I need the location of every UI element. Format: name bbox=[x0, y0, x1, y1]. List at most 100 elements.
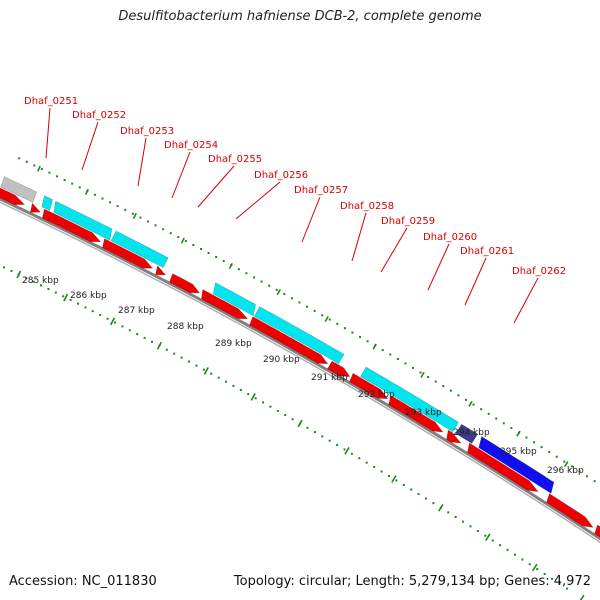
outer-tick-dot bbox=[578, 470, 581, 473]
leader-line bbox=[235, 181, 281, 220]
outer-tick-mark bbox=[372, 343, 377, 350]
outer-tick-dot bbox=[109, 201, 112, 204]
outer-tick-dot bbox=[139, 216, 142, 219]
outer-tick-dot bbox=[192, 243, 195, 246]
leader-line bbox=[81, 121, 99, 171]
inner-tick-dot bbox=[447, 511, 450, 514]
inner-tick-mark bbox=[531, 563, 538, 572]
inner-tick-dot bbox=[54, 291, 57, 294]
reverse-feature bbox=[349, 372, 389, 400]
outer-tick-dot bbox=[321, 314, 324, 317]
inner-tick-dot bbox=[84, 306, 87, 309]
forward-feature bbox=[455, 423, 479, 444]
label-leaders bbox=[45, 107, 539, 324]
inner-tick-dot bbox=[217, 376, 220, 379]
inner-tick-mark bbox=[203, 367, 209, 375]
inner-tick-mark bbox=[391, 475, 397, 483]
outer-tick-dot bbox=[396, 357, 399, 360]
outer-tick-dot bbox=[169, 232, 172, 235]
inner-tick-dot bbox=[513, 553, 516, 556]
inner-tick-dot bbox=[417, 493, 420, 496]
reverse-feature bbox=[155, 265, 167, 276]
reverse-feature bbox=[388, 395, 444, 433]
inner-tick-dot bbox=[432, 502, 435, 505]
outer-tick-mark bbox=[564, 461, 569, 468]
inner-tick-dot bbox=[269, 405, 272, 408]
inner-tick-dot bbox=[328, 439, 331, 442]
inner-tick-dot bbox=[454, 516, 457, 519]
reverse-feature bbox=[201, 289, 249, 320]
backbone-line bbox=[0, 197, 600, 541]
outer-tick-dot bbox=[290, 297, 293, 300]
inner-tick-dot bbox=[491, 539, 494, 542]
outer-tick-dot bbox=[313, 309, 316, 312]
outer-tick-dot bbox=[101, 197, 104, 200]
outer-tick-dot bbox=[328, 318, 331, 321]
outer-tick-mark bbox=[516, 430, 521, 437]
inner-tick-dot bbox=[254, 397, 257, 400]
inner-tick-dot bbox=[387, 474, 390, 477]
inner-tick-dot bbox=[91, 310, 94, 313]
inner-tick-dot bbox=[291, 418, 294, 421]
inner-tick-dot bbox=[565, 587, 568, 590]
tick-label: 292 kbp bbox=[358, 390, 395, 400]
tick-label: 287 kbp bbox=[118, 306, 155, 316]
inner-tick-dot bbox=[202, 368, 205, 371]
outer-tick-dot bbox=[502, 422, 505, 425]
leader-line bbox=[351, 212, 367, 262]
inner-tick-dot bbox=[543, 572, 546, 575]
outer-tick-mark bbox=[180, 237, 185, 244]
outer-tick-dot bbox=[540, 446, 543, 449]
outer-tick-dot bbox=[306, 305, 309, 308]
outer-tick-mark bbox=[132, 212, 137, 219]
leader-line bbox=[380, 227, 408, 273]
outer-tick-mark bbox=[468, 400, 473, 407]
outer-tick-dot bbox=[48, 171, 51, 174]
accession-text: Accession: NC_011830 bbox=[9, 574, 157, 589]
inner-tick-mark bbox=[297, 419, 303, 428]
reverse-feature bbox=[0, 187, 26, 206]
tick-label: 290 kbp bbox=[263, 355, 300, 365]
outer-tick-dot bbox=[275, 288, 278, 291]
outer-tick-dot bbox=[510, 427, 513, 430]
leader-line bbox=[427, 243, 450, 291]
forward-feature bbox=[0, 176, 37, 203]
leader-line bbox=[301, 196, 321, 243]
inner-tick-dot bbox=[284, 414, 287, 417]
inner-tick-dot bbox=[558, 582, 561, 585]
outer-tick-dot bbox=[124, 208, 127, 211]
outer-tick-dot bbox=[154, 224, 157, 227]
inner-tick-dot bbox=[121, 325, 124, 328]
leader-line bbox=[197, 165, 235, 208]
inner-tick-dot bbox=[469, 525, 472, 528]
inner-tick-dot bbox=[506, 548, 509, 551]
inner-tick-dot bbox=[380, 470, 383, 473]
outer-tick-mark bbox=[228, 262, 233, 270]
inner-tick-dot bbox=[25, 277, 28, 280]
inner-tick-mark bbox=[484, 533, 491, 542]
outer-tick-dot bbox=[555, 455, 558, 458]
inner-tick-dot bbox=[239, 388, 242, 391]
outer-tick-dot bbox=[162, 228, 165, 231]
reverse-feature bbox=[327, 360, 351, 377]
outer-tick-dot bbox=[93, 193, 96, 196]
forward-feature bbox=[110, 230, 169, 268]
outer-tick-dot bbox=[351, 331, 354, 334]
outer-tick-dot bbox=[253, 276, 256, 279]
inner-tick-dot bbox=[32, 280, 35, 283]
reverse-feature bbox=[169, 273, 201, 294]
inner-tick-dot bbox=[47, 287, 50, 290]
inner-tick-dot bbox=[373, 466, 376, 469]
inner-tick-dot bbox=[136, 333, 139, 336]
reverse-feature bbox=[467, 442, 539, 492]
gene-labels: Dhaf_0251 Dhaf_0252 Dhaf_0253 Dhaf_0254 Dhaf… bbox=[24, 96, 566, 277]
inner-tick-dot bbox=[62, 295, 65, 298]
outer-tick-dot bbox=[343, 327, 346, 330]
outer-tick-dot bbox=[78, 186, 81, 189]
outer-tick-dot bbox=[563, 460, 566, 463]
inner-tick-dot bbox=[350, 452, 353, 455]
reverse-feature bbox=[446, 429, 462, 444]
inner-tick-dot bbox=[99, 313, 102, 316]
outer-tick-dot bbox=[412, 366, 415, 369]
outer-tick-ring bbox=[18, 157, 596, 483]
